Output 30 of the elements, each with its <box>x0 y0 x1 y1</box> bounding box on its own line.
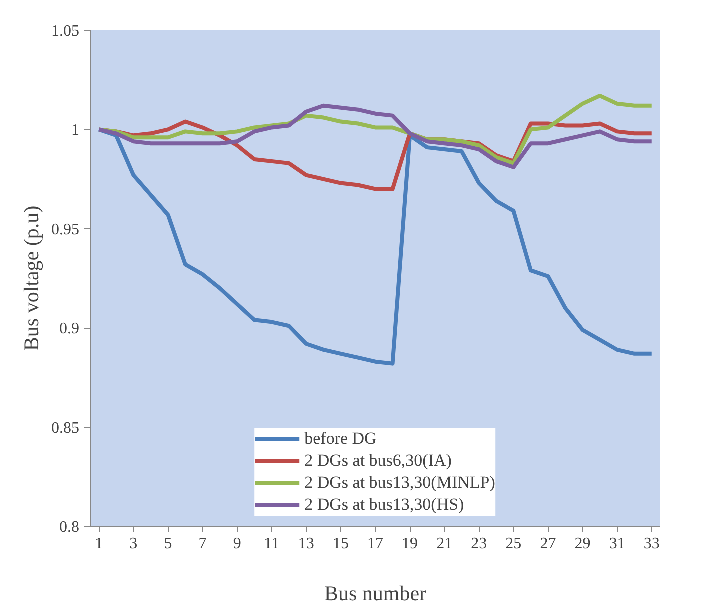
x-tick-label: 5 <box>164 536 172 552</box>
y-tick-label: 1 <box>72 122 80 140</box>
x-tick-label: 19 <box>402 536 418 552</box>
x-tick-label: 15 <box>332 536 349 552</box>
x-tick-label: 25 <box>506 536 522 552</box>
x-axis-title: Bus number <box>324 582 427 606</box>
x-tick-label: 3 <box>130 536 138 552</box>
y-axis-title: Bus voltage (p.u) <box>20 206 44 352</box>
x-tick-label: 17 <box>368 536 384 552</box>
x-tick-label: 7 <box>198 536 207 552</box>
x-tick-label: 29 <box>574 536 591 552</box>
legend-label: 2 DGs at bus13,30(MINLP) <box>304 472 496 494</box>
x-tick-label: 21 <box>436 536 453 552</box>
x-tick-label: 9 <box>233 536 242 552</box>
x-tick-label: 31 <box>609 536 626 552</box>
y-tick-label: 0.9 <box>60 320 80 338</box>
x-tick-label: 23 <box>471 536 488 552</box>
x-tick-label: 27 <box>540 536 556 552</box>
y-tick-label: 0.95 <box>52 221 80 238</box>
legend-label: 2 DGs at bus13,30(HS) <box>304 494 464 516</box>
y-tick-label: 0.8 <box>60 519 80 536</box>
x-tick-label: 33 <box>644 536 660 552</box>
y-tick-label: 0.85 <box>52 420 80 437</box>
y-tick-label: 1.05 <box>52 23 80 40</box>
x-tick-label: 11 <box>264 536 280 552</box>
x-tick-label: 1 <box>95 536 104 552</box>
x-tick-label: 13 <box>298 536 314 552</box>
legend-label: before DG <box>304 428 377 450</box>
line-series <box>97 104 654 170</box>
legend-label: 2 DGs at bus6,30(IA) <box>304 450 452 472</box>
